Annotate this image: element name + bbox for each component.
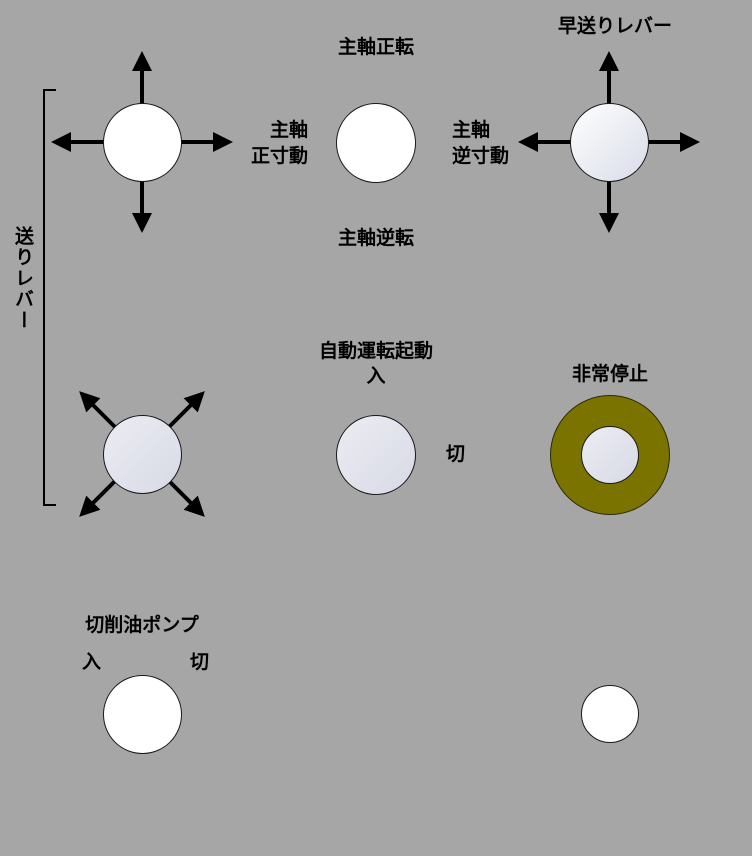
auto-start-label: 自動運転起動 <box>318 340 433 362</box>
spindle-rev-jog-label-2: 逆寸動 <box>452 145 510 167</box>
spindle-fwd-jog-label-1: 主軸 <box>269 119 308 141</box>
small-round-button[interactable] <box>581 685 639 743</box>
auto-start-button[interactable] <box>336 415 416 495</box>
coolant-off-label: 切 <box>190 651 210 673</box>
rapid-lever-label: 早送りレバー <box>557 15 672 37</box>
emergency-stop-button[interactable] <box>581 426 639 484</box>
spindle-reverse-label: 主軸逆転 <box>337 227 414 249</box>
diagonal-lever-arrows <box>79 391 205 517</box>
arrow-down-right-icon <box>167 479 205 517</box>
auto-start-on-label: 入 <box>366 365 386 387</box>
auto-start-off-label: 切 <box>446 443 466 465</box>
coolant-pump-knob[interactable] <box>103 675 182 754</box>
feed-lever-bracket <box>43 89 56 506</box>
coolant-on-label: 入 <box>82 651 102 673</box>
spindle-forward-label: 主軸正転 <box>337 36 414 58</box>
spindle-button[interactable] <box>336 103 416 183</box>
emergency-stop-label: 非常停止 <box>571 363 648 385</box>
coolant-pump-label: 切削油ポンプ <box>85 614 199 636</box>
arrow-up-left-icon <box>79 391 117 429</box>
spindle-fwd-jog-label-2: 正寸動 <box>250 145 308 167</box>
rapid-lever-arrows <box>518 51 700 233</box>
feed-lever-knob[interactable] <box>103 103 182 182</box>
feed-lever-label: 送りレバー <box>12 226 34 331</box>
arrow-down-left-icon <box>79 479 117 517</box>
spindle-rev-jog-label-1: 主軸 <box>452 119 491 141</box>
diagonal-lever-knob[interactable] <box>103 415 182 494</box>
arrow-up-right-icon <box>167 391 205 429</box>
feed-lever-arrows <box>51 51 233 233</box>
rapid-lever-knob[interactable] <box>570 103 649 182</box>
